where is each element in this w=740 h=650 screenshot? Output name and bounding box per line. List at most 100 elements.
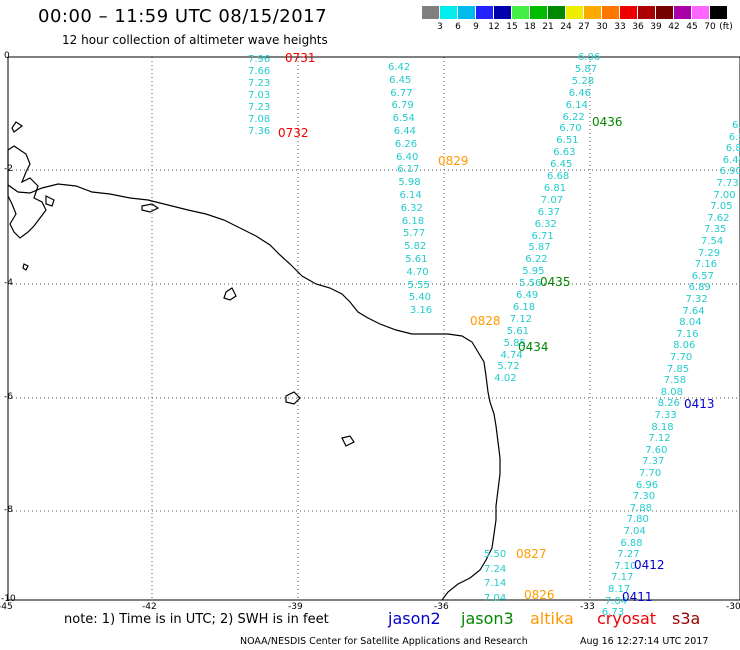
wave-height-value: 7.70	[639, 468, 662, 479]
longitude-label: -39	[288, 602, 303, 612]
wave-height-value: 7.03	[248, 90, 271, 101]
wave-height-value: 6.90	[719, 166, 740, 178]
wave-height-value: 5.40	[408, 292, 431, 304]
latitude-label: 0	[4, 51, 10, 61]
legend-swatch	[512, 6, 529, 19]
longitude-label: -33	[580, 602, 595, 612]
legend-label: 33	[614, 22, 626, 32]
wave-height-value: 7.58	[663, 375, 687, 387]
wave-height-value: 6.06	[578, 52, 601, 63]
pass-label: 0731	[285, 51, 316, 65]
legend-swatch	[602, 6, 619, 19]
wave-height-value: 5.95	[522, 266, 545, 278]
legend-swatch	[710, 6, 727, 19]
wave-height-value: 5.56	[519, 278, 542, 290]
map-grid	[8, 56, 740, 600]
wave-height-value: 7.05	[710, 201, 733, 213]
pass-label: 0412	[634, 558, 665, 572]
pass-label: 0436	[592, 115, 623, 129]
legend-label: 70	[704, 22, 716, 32]
wave-height-value: 6.22	[525, 254, 548, 266]
wave-height-value: 7.30	[632, 491, 656, 503]
wave-height-value: 5.77	[402, 228, 426, 240]
wave-height-value: 6.37	[537, 206, 560, 218]
wave-height-value: 5.82	[404, 241, 427, 253]
wave-height-value: 5.50	[484, 549, 507, 560]
wave-height-value: 6.68	[547, 171, 570, 182]
wave-height-value: 6.14	[565, 99, 588, 111]
latitude-label: -4	[4, 278, 13, 288]
legend-swatch	[638, 6, 655, 19]
wave-height-value: 6.17	[397, 164, 420, 176]
satellite-label: altika	[530, 609, 574, 628]
legend-label: 21	[542, 22, 554, 32]
latitude-label: -10	[1, 594, 16, 604]
legend-swatch	[494, 6, 511, 19]
wave-height-value: 6.45	[389, 74, 412, 86]
legend-label: 24	[560, 22, 572, 32]
wave-height-value: 8.08	[660, 386, 683, 398]
legend-label: 30	[596, 22, 608, 32]
wave-height-value: 7.17	[611, 572, 634, 584]
wave-height-value: 6.44	[393, 126, 417, 137]
wave-height-value: 6.54	[392, 113, 415, 125]
wave-height-value: 7.16	[676, 328, 699, 340]
wave-height-value: 7.04	[484, 592, 507, 604]
wave-height-value: 6.49	[516, 290, 539, 301]
legend-swatch	[692, 6, 709, 19]
wave-height-value: 8.06	[673, 340, 696, 352]
wave-height-value: 3.16	[409, 305, 433, 317]
longitude-label: -42	[142, 602, 157, 612]
wave-height-value: 7.70	[670, 352, 693, 363]
generated-timestamp: Aug 16 12:27:14 UTC 2017	[580, 636, 709, 647]
wave-height-value: 6.42	[388, 62, 411, 73]
wave-height-value: 7.32	[685, 294, 708, 305]
wave-height-value: 6.94	[732, 120, 740, 131]
wave-height-value: 6.32	[534, 218, 557, 230]
wave-height-value: 7.12	[509, 313, 533, 325]
satellite-label: jason2	[388, 609, 441, 628]
wave-height-value: 8.18	[651, 421, 674, 433]
map-frame	[7, 56, 740, 601]
pass-label: 0435	[540, 275, 571, 289]
wave-height-value: 6.14	[399, 190, 422, 201]
latitude-label: -6	[4, 392, 13, 402]
wave-height-value: 6.89	[688, 282, 711, 294]
wave-height-value: 6.22	[562, 111, 585, 123]
wave-height-value: 5.72	[497, 361, 520, 373]
wave-height-value: 7.24	[484, 563, 507, 575]
wave-height-value: 6.51	[556, 135, 579, 147]
wave-height-value: 7.80	[626, 514, 649, 526]
wave-height-value: 7.66	[248, 66, 271, 77]
wave-height-value: 5.85	[503, 337, 526, 349]
credit-line: NOAA/NESDIS Center for Satellite Applica…	[240, 636, 528, 647]
legend-label: 27	[578, 22, 590, 32]
wave-height-value: 7.14	[484, 578, 507, 589]
wave-height-value: 6.26	[394, 138, 418, 150]
wave-height-value: 7.85	[666, 363, 690, 375]
pass-label: 0827	[516, 547, 547, 561]
wave-height-value: 6.49	[722, 154, 740, 166]
pass-label: 0732	[278, 126, 309, 140]
legend-swatch	[584, 6, 601, 19]
wave-height-value: 8.04	[679, 317, 702, 329]
wave-height-value: 7.23	[248, 102, 271, 113]
wave-height-value: 6.80	[725, 143, 740, 155]
wave-height-value: 5.28	[571, 75, 595, 87]
wave-height-value: 7.04	[623, 526, 646, 537]
wave-height-value: 6.73	[601, 607, 625, 619]
wave-height-value: 6.32	[400, 202, 423, 214]
wave-height-value: 7.37	[642, 456, 665, 468]
wave-height-value: 7.36	[248, 126, 271, 137]
wave-height-value: 7.23	[248, 78, 271, 89]
pass-label: 0434	[518, 340, 549, 354]
wave-height-value: 7.54	[701, 236, 724, 247]
legend-label: 36	[632, 22, 644, 32]
wave-height-value: 6.57	[691, 270, 714, 282]
legend-label: 6	[455, 22, 461, 32]
satellite-label: jason3	[461, 609, 514, 628]
wave-height-value: 6.63	[553, 147, 576, 159]
pass-label: 0828	[470, 314, 501, 328]
legend-swatch	[674, 6, 691, 19]
footer-note: note: 1) Time is in UTC; 2) SWH is in fe…	[64, 612, 329, 627]
